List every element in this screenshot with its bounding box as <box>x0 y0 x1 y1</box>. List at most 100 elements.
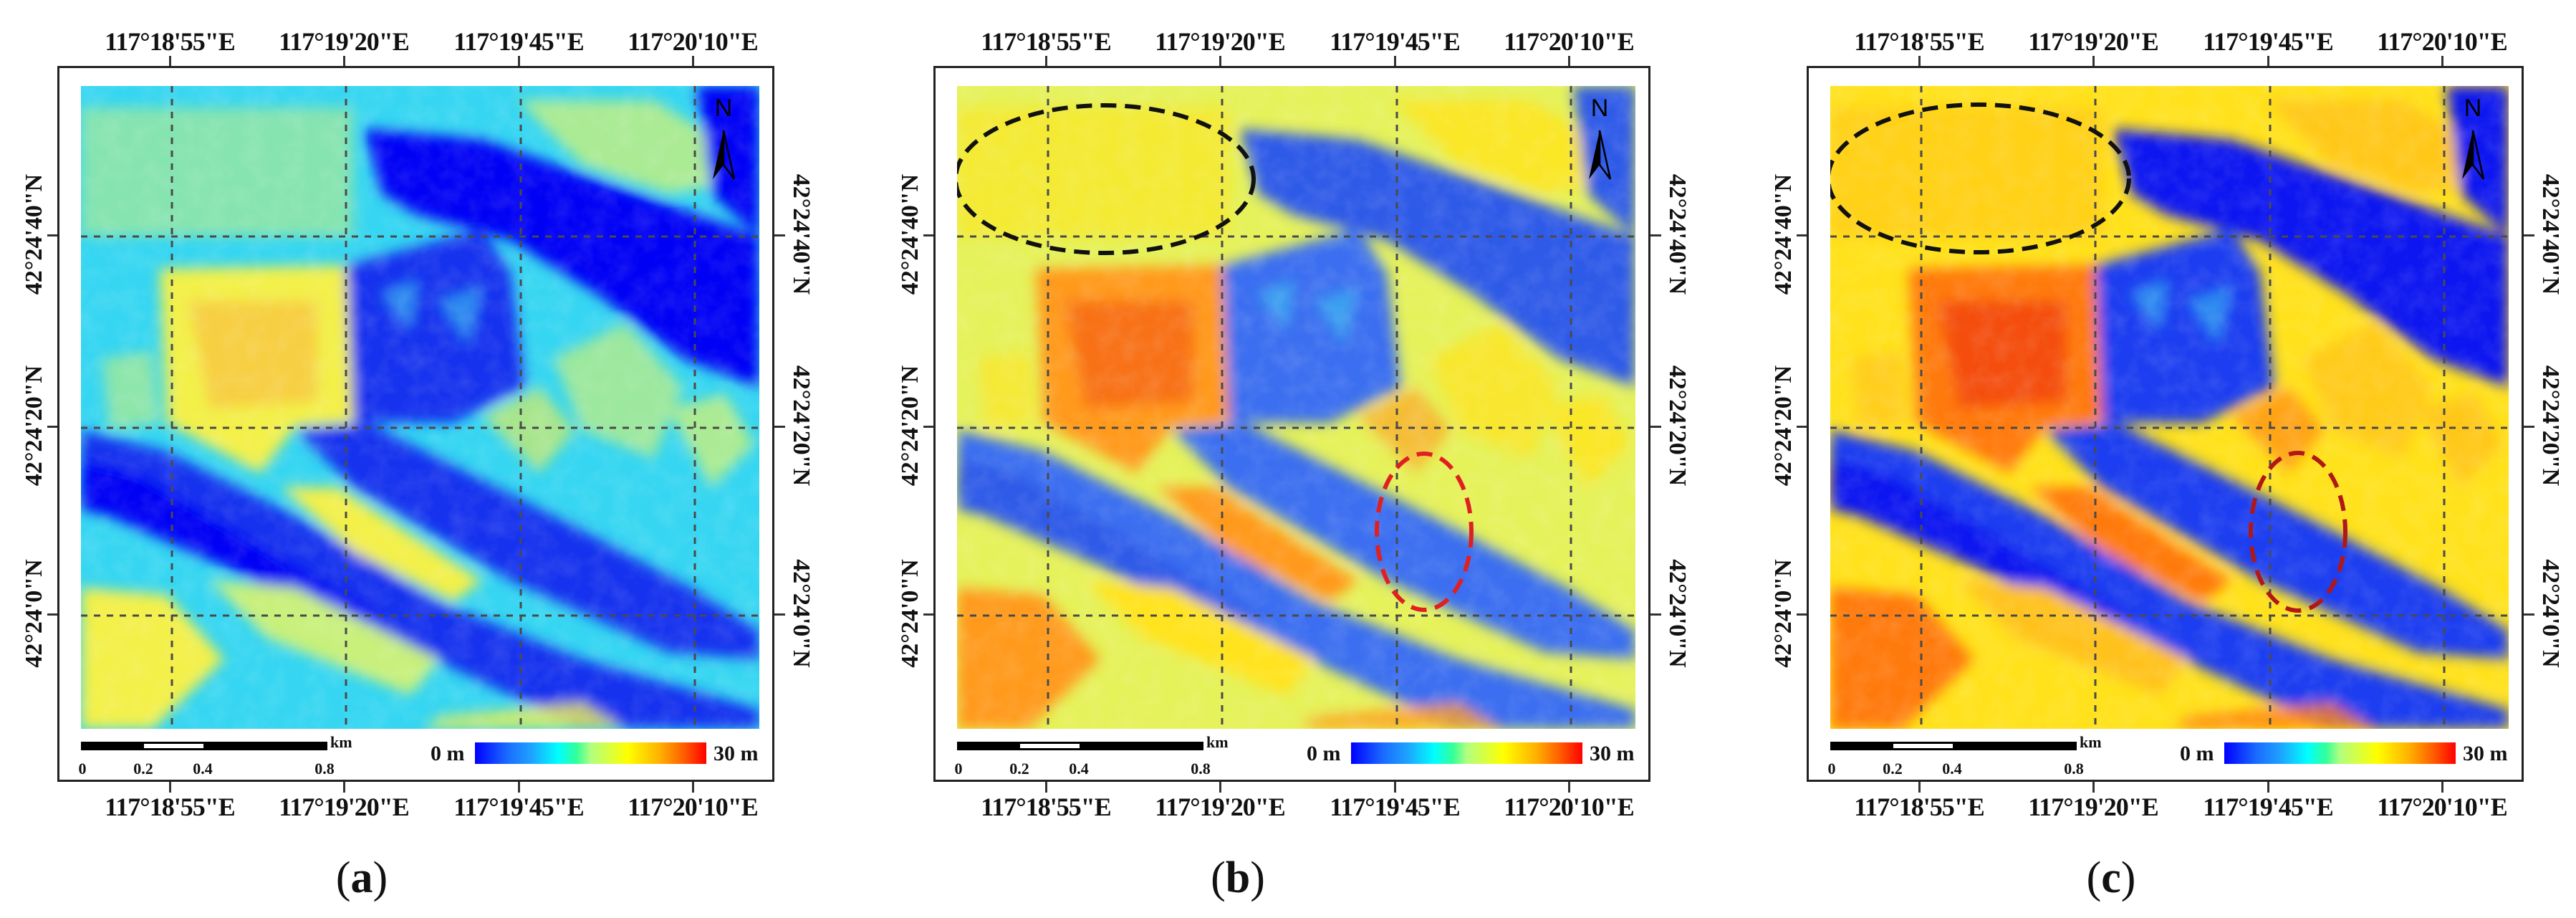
scale-bar-unit: km <box>2080 733 2102 751</box>
latitude-label-right: 42°24'0"N <box>1664 559 1691 668</box>
color-bar-min-label: 0 m <box>431 742 465 765</box>
grid-tick <box>2523 234 2534 236</box>
color-bar <box>2224 742 2456 764</box>
longitude-label-bottom: 117°18'55"E <box>105 793 235 821</box>
highlight-ellipse-red <box>1375 451 1474 612</box>
north-arrow-icon: N <box>713 95 736 180</box>
latitude-label-right: 42°24'40"N <box>788 173 814 295</box>
longitude-label-bottom: 117°19'20"E <box>279 793 409 821</box>
grid-tick <box>692 56 694 67</box>
map-frame: N km 0 0.2 0.4 0.8 0 m 30 m <box>57 66 774 782</box>
grid-tick <box>2092 781 2095 793</box>
grid-tick <box>1650 234 1661 236</box>
longitude-label-bottom: 117°18'55"E <box>981 793 1111 821</box>
latitude-label-left: 42°24'40"N <box>1770 173 1797 295</box>
grid-tick <box>1394 56 1396 67</box>
grid-tick <box>1045 781 1047 793</box>
north-arrow-icon: N <box>2462 95 2485 180</box>
elevation-map: N <box>957 86 1635 729</box>
longitude-label-top: 117°18'55"E <box>105 27 235 56</box>
grid-tick <box>923 613 935 616</box>
scale-bar-tick: 0 <box>1827 760 1836 778</box>
longitude-label-bottom: 117°18'55"E <box>1854 793 1984 821</box>
svg-text:N: N <box>715 95 733 122</box>
longitude-label-bottom: 117°20'10"E <box>2377 793 2507 821</box>
elevation-map: N <box>81 86 759 729</box>
grid-tick <box>1568 56 1570 67</box>
highlight-ellipse-black <box>957 103 1256 255</box>
color-bar-max-label: 30 m <box>713 742 759 765</box>
longitude-label-bottom: 117°20'10"E <box>628 793 758 821</box>
grid-tick <box>2523 426 2534 428</box>
scale-bar-tick: 0.4 <box>1942 760 1962 778</box>
grid-tick <box>774 426 785 428</box>
longitude-label-bottom: 117°19'45"E <box>2203 793 2333 821</box>
latitude-label-right: 42°24'20"N <box>788 365 814 487</box>
grid-tick <box>518 56 520 67</box>
grid-tick <box>1797 613 1808 616</box>
north-arrow-icon: N <box>1589 95 1612 180</box>
scale-bar <box>1830 742 2077 750</box>
grid-tick <box>774 613 785 616</box>
map-frame: N km 0 0.2 0.4 0.8 0 m 30 m <box>1807 66 2524 782</box>
grid-tick <box>2441 781 2443 793</box>
scale-bar-tick: 0.8 <box>1191 760 1211 778</box>
latitude-label-right: 42°24'40"N <box>1664 173 1691 295</box>
longitude-label-top: 117°19'45"E <box>2203 27 2333 56</box>
scale-bar-unit: km <box>1206 733 1229 751</box>
grid-tick <box>1797 426 1808 428</box>
scale-bar-tick: 0.4 <box>1069 760 1089 778</box>
map-panel-a: 117°18'55"E 117°19'20"E 117°19'45"E 117°… <box>0 0 814 918</box>
scale-bar-tick: 0.2 <box>1009 760 1029 778</box>
grid-tick <box>47 234 59 236</box>
grid-tick <box>1918 56 1921 67</box>
latitude-label-right: 42°24'0"N <box>788 559 814 668</box>
grid-tick <box>47 613 59 616</box>
color-bar-max-label: 30 m <box>1590 742 1635 765</box>
map-panel-c: 117°18'55"E 117°19'20"E 117°19'45"E 117°… <box>1749 0 2564 918</box>
grid-tick <box>1219 56 1221 67</box>
grid-tick <box>2441 56 2443 67</box>
svg-text:N: N <box>2464 95 2482 122</box>
longitude-label-top: 117°20'10"E <box>2377 27 2507 56</box>
scale-bar-tick: 0.2 <box>1883 760 1903 778</box>
grid-tick <box>923 426 935 428</box>
longitude-label-bottom: 117°19'20"E <box>1155 793 1285 821</box>
panel-caption: (b) <box>1211 854 1265 902</box>
latitude-label-left: 42°24'20"N <box>897 365 923 487</box>
grid-tick <box>1918 781 1921 793</box>
grid-tick <box>923 234 935 236</box>
latitude-label-right: 42°24'20"N <box>1664 365 1691 487</box>
longitude-label-top: 117°19'45"E <box>453 27 584 56</box>
grid-tick <box>169 56 171 67</box>
latitude-label-right: 42°24'20"N <box>2537 365 2564 487</box>
grid-tick <box>518 781 520 793</box>
longitude-label-top: 117°19'20"E <box>279 27 409 56</box>
longitude-label-bottom: 117°19'45"E <box>453 793 584 821</box>
scale-bar <box>957 742 1203 750</box>
scale-bar-tick: 0 <box>78 760 87 778</box>
longitude-label-top: 117°18'55"E <box>1854 27 1984 56</box>
longitude-label-bottom: 117°20'10"E <box>1504 793 1634 821</box>
scale-bar-unit: km <box>330 733 352 751</box>
scale-bar-tick: 0.8 <box>2064 760 2084 778</box>
grid-tick <box>1797 234 1808 236</box>
longitude-label-top: 117°18'55"E <box>981 27 1111 56</box>
scale-bar-tick: 0.4 <box>193 760 213 778</box>
grid-tick <box>692 781 694 793</box>
grid-tick <box>343 781 345 793</box>
grid-tick <box>343 56 345 67</box>
scale-bar-tick: 0 <box>954 760 963 778</box>
latitude-label-left: 42°24'20"N <box>21 365 47 487</box>
latitude-label-left: 42°24'0"N <box>897 559 923 668</box>
grid-tick <box>47 426 59 428</box>
latitude-label-left: 42°24'20"N <box>1770 365 1797 487</box>
latitude-label-right: 42°24'0"N <box>2537 559 2564 668</box>
color-bar <box>475 742 706 764</box>
grid-tick <box>2267 56 2269 67</box>
grid-tick <box>774 234 785 236</box>
latitude-label-left: 42°24'40"N <box>897 173 923 295</box>
map-frame: N km 0 0.2 0.4 0.8 0 m 30 m <box>933 66 1650 782</box>
grid-tick <box>2092 56 2095 67</box>
grid-tick <box>1394 781 1396 793</box>
